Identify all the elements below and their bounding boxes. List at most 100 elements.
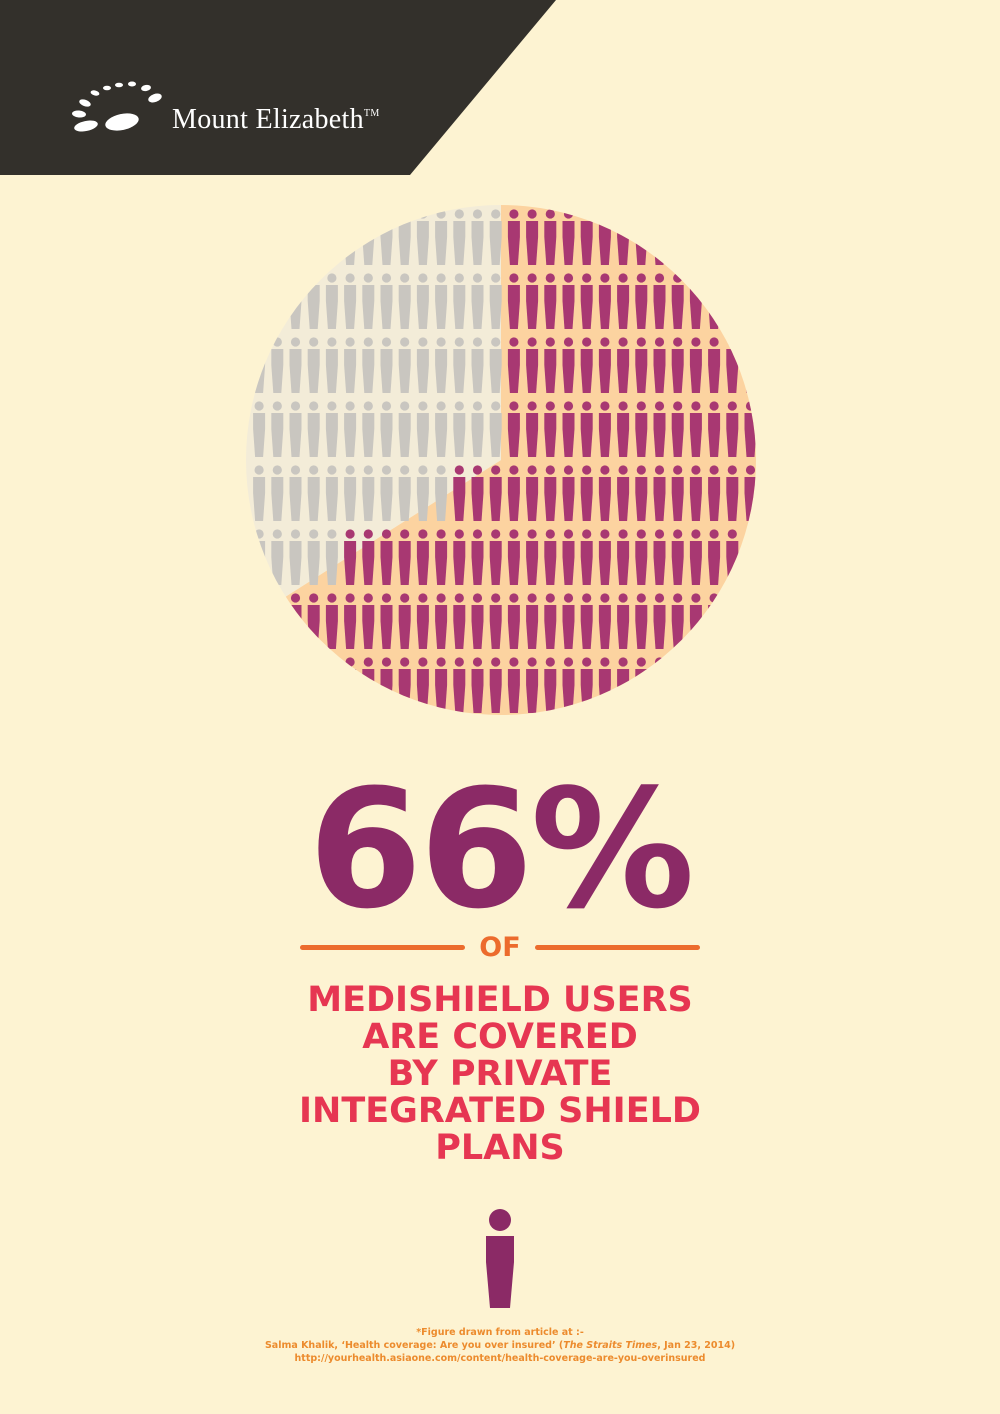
person-figure xyxy=(325,209,338,265)
person-figure xyxy=(671,529,684,585)
person-figure xyxy=(726,657,739,713)
person-figure xyxy=(435,337,448,393)
person-figure xyxy=(416,273,429,329)
person-figure xyxy=(671,657,684,713)
person-figure xyxy=(344,273,357,329)
person-figure xyxy=(598,401,611,457)
person-figure xyxy=(598,273,611,329)
person-figure xyxy=(526,529,539,585)
person-figure xyxy=(562,529,575,585)
person-figure xyxy=(580,337,593,393)
person-figure xyxy=(726,401,739,457)
person-figure xyxy=(344,401,357,457)
person-figure xyxy=(271,529,284,585)
person-figure xyxy=(489,529,502,585)
trademark-mark: TM xyxy=(363,108,380,119)
person-figure xyxy=(416,337,429,393)
person-figure xyxy=(580,401,593,457)
person-figure xyxy=(307,657,320,713)
person-figure xyxy=(325,401,338,457)
person-figure xyxy=(489,337,502,393)
person-figure xyxy=(253,657,266,713)
person-figure xyxy=(671,465,684,521)
person-figure xyxy=(471,657,484,713)
person-figure xyxy=(507,273,520,329)
person-figure xyxy=(325,657,338,713)
person-figure xyxy=(344,529,357,585)
person-figure xyxy=(271,209,284,265)
person-figure xyxy=(689,401,702,457)
person-figure xyxy=(726,465,739,521)
person-figure xyxy=(380,209,393,265)
person-figure xyxy=(507,593,520,649)
person-figure xyxy=(453,657,466,713)
person-figure xyxy=(617,273,630,329)
person-figure xyxy=(526,209,539,265)
person-figure xyxy=(617,209,630,265)
person-figure xyxy=(307,337,320,393)
person-figure xyxy=(380,529,393,585)
person-figure xyxy=(307,273,320,329)
person-figure xyxy=(507,529,520,585)
person-figure xyxy=(689,529,702,585)
person-figure xyxy=(253,273,266,329)
person-figure xyxy=(453,337,466,393)
person-figure xyxy=(526,657,539,713)
person-figure xyxy=(307,529,320,585)
person-figure xyxy=(726,209,739,265)
person-figure xyxy=(416,529,429,585)
statement-line: BY PRIVATE xyxy=(387,1054,613,1094)
person-figure xyxy=(289,273,302,329)
person-figure xyxy=(435,401,448,457)
divider-line-left xyxy=(300,945,465,950)
person-figure xyxy=(526,465,539,521)
person-figure xyxy=(526,401,539,457)
person-figure xyxy=(689,273,702,329)
person-figure xyxy=(562,657,575,713)
person-figure xyxy=(471,529,484,585)
person-figure xyxy=(453,593,466,649)
person-figure xyxy=(617,593,630,649)
person-figure xyxy=(744,273,756,329)
person-figure xyxy=(471,273,484,329)
person-figure xyxy=(507,337,520,393)
person-figure xyxy=(344,209,357,265)
person-figure xyxy=(435,529,448,585)
person-figure xyxy=(489,465,502,521)
person-figure xyxy=(271,273,284,329)
person-figure xyxy=(398,593,411,649)
person-figure xyxy=(598,337,611,393)
person-figure xyxy=(653,465,666,521)
person-figure xyxy=(253,593,266,649)
person-figure xyxy=(544,657,557,713)
person-figure xyxy=(289,465,302,521)
person-figure xyxy=(689,657,702,713)
person-figure xyxy=(526,337,539,393)
person-figure xyxy=(307,401,320,457)
person-figure xyxy=(398,209,411,265)
statement-text: MEDISHIELD USERS ARE COVERED BY PRIVATE … xyxy=(0,982,1000,1167)
person-figure xyxy=(471,337,484,393)
person-figure xyxy=(453,401,466,457)
person-figure xyxy=(253,401,266,457)
person-figure xyxy=(562,593,575,649)
person-figure xyxy=(380,401,393,457)
person-figure xyxy=(689,337,702,393)
person-figure xyxy=(580,465,593,521)
person-figure xyxy=(653,273,666,329)
person-figure xyxy=(344,593,357,649)
footnote-intro: *Figure drawn from article at :- xyxy=(416,1327,584,1338)
source-footnote: *Figure drawn from article at :- Salma K… xyxy=(0,1326,1000,1365)
person-figure xyxy=(653,593,666,649)
person-figure xyxy=(744,529,756,585)
person-figure xyxy=(671,401,684,457)
person-figure xyxy=(435,465,448,521)
person-figure xyxy=(471,209,484,265)
percentage-headline: 66% xyxy=(308,754,695,945)
person-figure xyxy=(398,401,411,457)
person-figure xyxy=(580,273,593,329)
person-figure xyxy=(398,337,411,393)
person-figure xyxy=(362,209,375,265)
person-figure xyxy=(325,465,338,521)
divider-line-right xyxy=(535,945,700,950)
